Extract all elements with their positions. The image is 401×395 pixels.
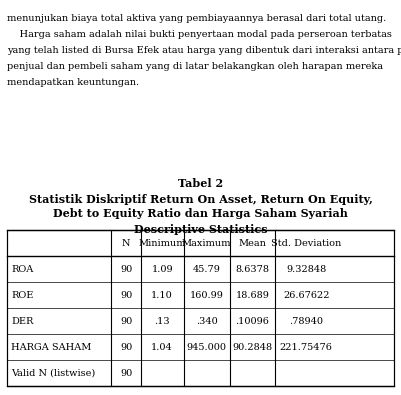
Text: 1.04: 1.04 [151, 342, 173, 352]
Text: 1.09: 1.09 [151, 265, 173, 273]
Text: Statistik Diskriptif Return On Asset, Return On Equity,: Statistik Diskriptif Return On Asset, Re… [28, 194, 373, 205]
Text: .340: .340 [196, 316, 218, 325]
Text: DER: DER [11, 316, 33, 325]
Text: ROE: ROE [11, 290, 33, 299]
Text: 1.10: 1.10 [151, 290, 173, 299]
Text: ROA: ROA [11, 265, 33, 273]
Text: 26.67622: 26.67622 [283, 290, 329, 299]
Text: 221.75476: 221.75476 [280, 342, 332, 352]
Text: Tabel 2: Tabel 2 [178, 178, 223, 189]
Text: 18.689: 18.689 [235, 290, 269, 299]
Text: Valid N (listwise): Valid N (listwise) [11, 369, 95, 378]
Text: yang telah listed di Bursa Efek atau harga yang dibentuk dari interaksi antara p: yang telah listed di Bursa Efek atau har… [7, 46, 401, 55]
Text: HARGA SAHAM: HARGA SAHAM [11, 342, 91, 352]
Text: 90: 90 [120, 265, 132, 273]
Text: Harga saham adalah nilai bukti penyertaan modal pada perseroan terbatas: Harga saham adalah nilai bukti penyertaa… [7, 30, 392, 39]
Text: Minimum: Minimum [138, 239, 186, 248]
Text: .78940: .78940 [289, 316, 323, 325]
Text: 9.32848: 9.32848 [286, 265, 326, 273]
Text: mendapatkan keuntungan.: mendapatkan keuntungan. [7, 78, 139, 87]
Text: Mean: Mean [239, 239, 266, 248]
Text: Debt to Equity Ratio dan Harga Saham Syariah: Debt to Equity Ratio dan Harga Saham Sya… [53, 208, 348, 219]
Text: 945.000: 945.000 [187, 342, 227, 352]
Text: 8.6378: 8.6378 [235, 265, 269, 273]
Text: .13: .13 [154, 316, 170, 325]
Text: Descriptive Statistics: Descriptive Statistics [134, 224, 267, 235]
Text: 160.99: 160.99 [190, 290, 224, 299]
Text: Maximum: Maximum [182, 239, 231, 248]
Text: Std. Deviation: Std. Deviation [271, 239, 341, 248]
Text: .10096: .10096 [235, 316, 269, 325]
Text: 90: 90 [120, 369, 132, 378]
Text: 90: 90 [120, 316, 132, 325]
Text: 45.79: 45.79 [193, 265, 221, 273]
Text: 90: 90 [120, 290, 132, 299]
Bar [7, 230, 394, 386]
Text: menunjukan biaya total aktiva yang pembiayaannya berasal dari total utang.: menunjukan biaya total aktiva yang pembi… [7, 14, 386, 23]
Text: 90: 90 [120, 342, 132, 352]
Text: N: N [122, 239, 130, 248]
Text: penjual dan pembeli saham yang di latar belakangkan oleh harapan mereka: penjual dan pembeli saham yang di latar … [7, 62, 383, 71]
Text: 90.2848: 90.2848 [232, 342, 272, 352]
